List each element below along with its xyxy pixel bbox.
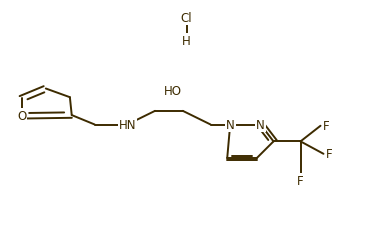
Text: N: N xyxy=(226,118,235,132)
Text: HN: HN xyxy=(119,118,136,132)
Text: F: F xyxy=(297,174,304,187)
Text: O: O xyxy=(17,110,26,123)
Text: F: F xyxy=(326,148,332,161)
Text: HO: HO xyxy=(163,85,181,98)
Text: N: N xyxy=(256,118,265,132)
Text: H: H xyxy=(182,34,191,48)
Text: F: F xyxy=(323,120,330,133)
Text: Cl: Cl xyxy=(181,12,192,25)
